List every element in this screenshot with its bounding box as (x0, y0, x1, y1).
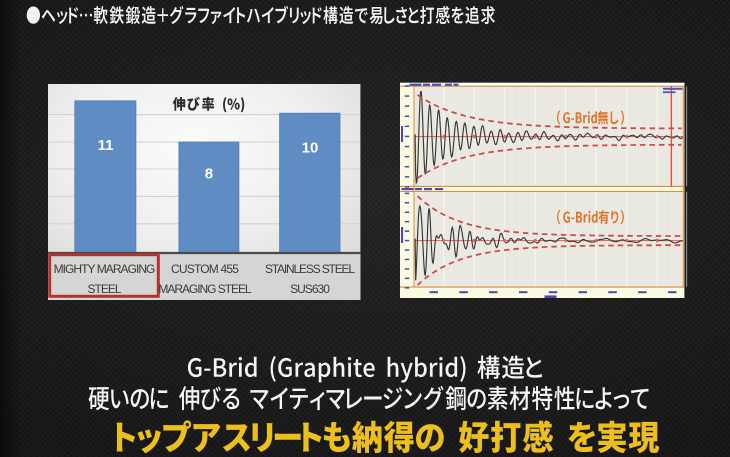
svg-text:MIGHTY MARAGING: MIGHTY MARAGING (54, 262, 156, 276)
svg-text:11: 11 (98, 137, 114, 154)
svg-text:STEEL: STEEL (88, 282, 122, 296)
svg-text:8: 8 (205, 165, 213, 182)
svg-text:10: 10 (302, 140, 319, 157)
svg-text:STAINLESS STEEL: STAINLESS STEEL (265, 262, 355, 276)
svg-text:CUSTOM 455: CUSTOM 455 (171, 262, 239, 276)
svg-text:SUS630: SUS630 (290, 282, 330, 296)
svg-text:MARAGING STEEL: MARAGING STEEL (158, 282, 252, 296)
